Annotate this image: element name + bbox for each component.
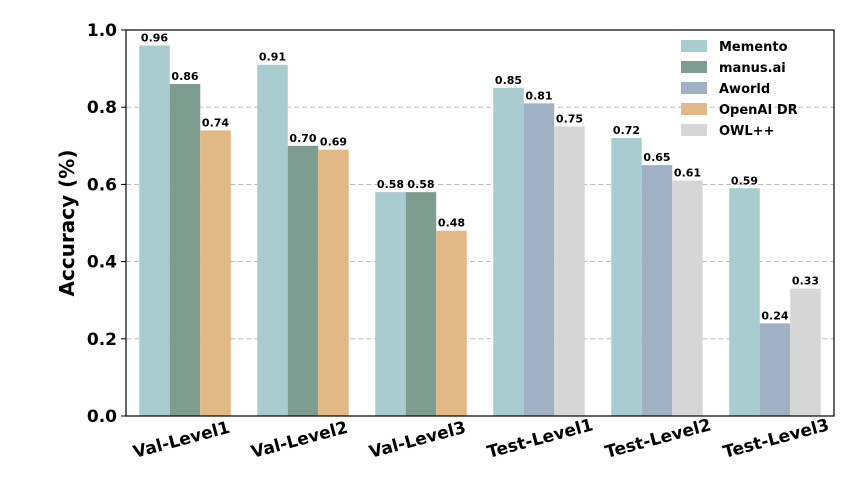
y-tick-label: 0.2 — [87, 330, 117, 350]
bar-value-label: 0.65 — [643, 151, 670, 164]
y-tick-label: 1.0 — [87, 21, 117, 41]
x-category-label: Val-Level3 — [367, 418, 468, 463]
legend-label: OpenAI DR — [719, 103, 798, 118]
bar-value-label: 0.81 — [525, 89, 552, 102]
y-tick-label: 0.0 — [87, 407, 117, 427]
bar — [318, 149, 349, 416]
legend-swatch — [681, 103, 707, 115]
bar-value-label: 0.70 — [289, 132, 316, 145]
bar — [139, 45, 170, 416]
y-tick-label: 0.6 — [87, 175, 117, 195]
bar — [257, 64, 288, 417]
bar-value-label: 0.86 — [171, 70, 198, 83]
y-tick-label: 0.8 — [87, 98, 117, 118]
legend-label: OWL++ — [719, 124, 774, 139]
bar-value-label: 0.58 — [377, 178, 404, 191]
bar — [287, 145, 319, 417]
axes — [121, 29, 835, 417]
bar-value-label: 0.48 — [438, 217, 465, 230]
bar-value-label: 0.61 — [674, 167, 701, 180]
x-category-label: Val-Level1 — [131, 418, 232, 463]
x-category-label: Test-Level1 — [485, 415, 595, 462]
bar-value-label: 0.74 — [202, 116, 229, 129]
legend-swatch — [681, 61, 707, 73]
bar — [611, 138, 642, 416]
bar — [554, 126, 585, 416]
bar — [729, 188, 760, 416]
bar-value-label: 0.85 — [495, 74, 522, 87]
x-category-label: Test-Level2 — [603, 415, 713, 462]
legend-label: Aworld — [719, 82, 770, 97]
x-category-label: Val-Level2 — [249, 418, 350, 463]
bar-value-label: 0.75 — [556, 113, 583, 126]
bar — [759, 323, 791, 416]
bar — [790, 288, 821, 416]
bar — [672, 180, 703, 416]
legend-label: Memento — [719, 40, 788, 55]
grid-lines — [126, 106, 834, 340]
bars — [139, 45, 821, 417]
legend-swatch — [681, 82, 707, 94]
bar-value-label: 0.59 — [731, 174, 758, 187]
bar-value-label: 0.96 — [141, 31, 168, 44]
bar — [200, 130, 231, 417]
legend-swatch — [681, 40, 707, 52]
legend: Memento manus.ai Aworld OpenAI DR OWL++ — [681, 40, 798, 139]
data-labels: 0.96 0.86 0.74 0.91 0.70 0.69 0.58 0.58 0.48 0.85… — [141, 31, 819, 322]
bar-value-label: 0.58 — [407, 178, 434, 191]
x-category-labels: Val-Level1 Val-Level2 Val-Level3 Test-Level… — [131, 415, 831, 462]
bar-value-label: 0.72 — [613, 124, 640, 137]
bar-value-label: 0.91 — [259, 51, 286, 64]
bar — [169, 84, 201, 416]
bar — [493, 87, 524, 417]
y-tick-label: 0.4 — [87, 253, 117, 273]
bar-value-label: 0.69 — [320, 136, 347, 149]
bar — [523, 103, 555, 416]
bar — [641, 165, 673, 416]
plot-frame — [125, 29, 835, 417]
bar — [375, 192, 406, 416]
legend-label: manus.ai — [719, 61, 786, 76]
bar — [436, 230, 467, 416]
bar — [405, 192, 437, 416]
x-category-label: Test-Level3 — [721, 415, 831, 462]
y-axis-title: Accuracy (%) — [55, 150, 79, 297]
bar-value-label: 0.24 — [761, 309, 788, 322]
legend-swatch — [681, 124, 707, 136]
y-tick-labels: 0.0 0.2 0.4 0.6 0.8 1.0 — [87, 21, 117, 427]
bar-value-label: 0.33 — [792, 275, 819, 288]
